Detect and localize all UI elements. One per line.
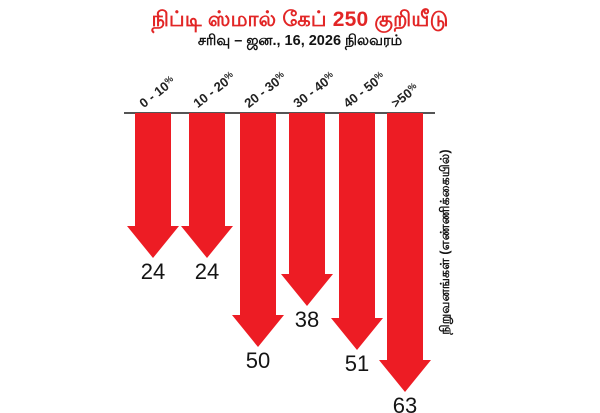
category-label: 10 - 20% (190, 69, 237, 111)
category-label: 20 - 30% (241, 69, 288, 111)
arrow-shaft (387, 113, 423, 360)
category-label: 0 - 10% (136, 74, 178, 111)
arrow-head-icon (379, 360, 431, 392)
chart-title: நிப்டி ஸ்மால் கேப் 250 குறியீடு (151, 8, 449, 31)
value-label: 51 (344, 351, 370, 376)
value-label: 50 (245, 348, 271, 373)
category-label: 30 - 40% (290, 69, 337, 111)
chart-subtitle: சரிவு – ஜன., 16, 2026 நிலவரம் (197, 33, 403, 49)
down-arrow (379, 113, 431, 392)
arrow-shaft (289, 113, 325, 274)
arrow-head-icon (331, 318, 383, 350)
down-arrow (127, 113, 179, 258)
value-label: 24 (194, 259, 220, 284)
arrow-head-icon (127, 226, 179, 258)
category-label: >50% (388, 80, 421, 110)
arrow-shaft (135, 113, 171, 226)
value-label: 38 (294, 307, 320, 332)
arrow-shaft (240, 113, 276, 315)
value-label: 63 (392, 393, 418, 413)
category-label: 40 - 50% (340, 69, 387, 111)
value-label: 24 (140, 259, 166, 284)
down-arrow (181, 113, 233, 258)
down-arrow (281, 113, 333, 306)
arrow-head-icon (181, 226, 233, 258)
arrow-shaft (339, 113, 375, 318)
arrow-head-icon (232, 315, 284, 347)
arrow-head-icon (281, 274, 333, 306)
x-axis-baseline (124, 112, 435, 114)
down-arrow (331, 113, 383, 350)
y-axis-label: நிறுவனங்கள் (எண்ணிக்கையில்) (438, 149, 452, 335)
arrow-shaft (189, 113, 225, 226)
down-arrow (232, 113, 284, 347)
